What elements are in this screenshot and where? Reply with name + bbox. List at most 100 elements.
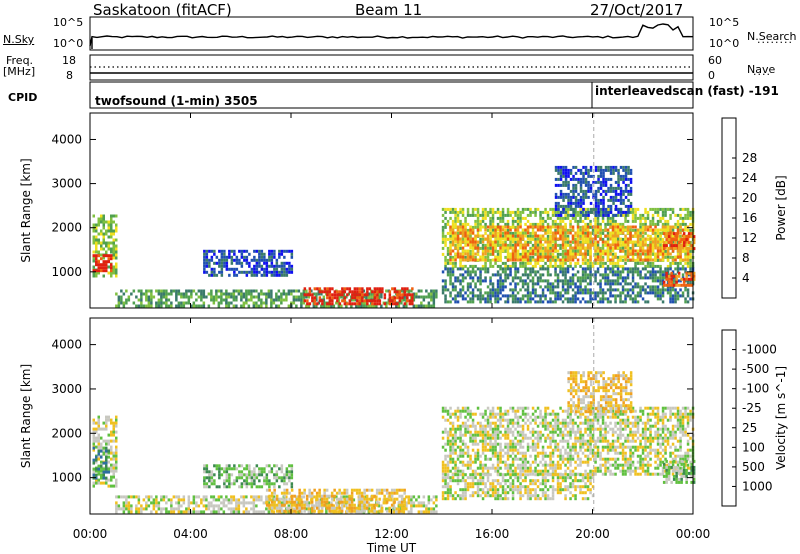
data-cell: [278, 506, 281, 510]
data-cell: [574, 252, 577, 256]
data-cell: [561, 237, 565, 241]
data-cell: [509, 240, 512, 244]
data-cell: [496, 252, 500, 256]
data-cell: [208, 264, 211, 268]
data-cell: [112, 469, 115, 473]
data-cell: [504, 225, 507, 229]
data-cell: [127, 507, 131, 511]
data-cell: [471, 246, 475, 250]
data-cell: [337, 295, 341, 299]
data-cell: [167, 298, 171, 302]
data-cell: [444, 285, 447, 289]
data-cell: [285, 267, 289, 271]
data-cell: [491, 234, 495, 238]
data-cell: [378, 290, 382, 294]
data-cell: [322, 295, 326, 299]
data-cell: [328, 287, 332, 291]
data-cell: [260, 267, 264, 271]
data-cell: [636, 273, 640, 277]
data-cell: [407, 495, 411, 499]
data-cell: [449, 276, 452, 280]
data-cell: [486, 294, 490, 298]
data-cell: [619, 255, 622, 259]
data-cell: [656, 234, 660, 238]
data-cell: [343, 302, 347, 306]
data-cell: [210, 510, 213, 514]
data-cell: [534, 240, 537, 244]
data-cell: [444, 294, 447, 298]
data-cell: [636, 252, 640, 256]
data-cell: [682, 244, 686, 248]
data-cell: [491, 291, 495, 295]
data-cell: [579, 210, 583, 214]
data-cell: [569, 300, 572, 304]
data-cell: [486, 258, 490, 262]
data-cell: [594, 207, 598, 211]
data-cell: [656, 270, 660, 274]
data-cell: [501, 213, 505, 217]
data-cell: [282, 298, 286, 302]
data-cell: [491, 288, 495, 292]
data-cell: [456, 240, 460, 244]
data-cell: [92, 427, 95, 431]
data-cell: [420, 501, 423, 505]
data-cell: [664, 255, 667, 259]
data-cell: [614, 228, 617, 232]
data-cell: [677, 274, 681, 278]
data-cell: [494, 288, 497, 292]
data-cell: [479, 267, 482, 271]
data-cell: [629, 249, 632, 253]
data-cell: [581, 243, 585, 247]
data-cell: [579, 216, 582, 220]
data-cell: [544, 294, 547, 298]
data-cell: [110, 430, 113, 434]
data-cell: [629, 201, 633, 205]
data-cell: [432, 295, 436, 299]
data-cell: [604, 276, 607, 280]
data-cell: [661, 228, 665, 232]
data-cell: [92, 442, 95, 446]
data-cell: [589, 300, 592, 304]
data-cell: [235, 498, 238, 502]
data-cell: [531, 258, 535, 262]
data-cell: [579, 183, 583, 187]
data-cell: [476, 267, 480, 271]
data-cell: [501, 237, 505, 241]
data-cell: [659, 279, 662, 283]
data-cell: [602, 171, 605, 175]
data-cell: [576, 222, 580, 226]
data-cell: [689, 228, 692, 232]
data-cell: [97, 469, 100, 473]
data-cell: [531, 264, 535, 268]
data-cell: [222, 510, 226, 514]
data-cell: [684, 207, 687, 211]
data-cell: [646, 285, 650, 289]
data-cell: [634, 231, 637, 235]
data-cell: [95, 226, 98, 230]
data-cell: [227, 295, 231, 299]
data-cell: [544, 210, 547, 214]
data-cell: [496, 243, 500, 247]
data-cell: [631, 270, 635, 274]
data-cell: [614, 204, 618, 208]
data-cell: [594, 255, 597, 259]
data-cell: [526, 231, 530, 235]
data-cell: [227, 498, 231, 502]
data-cell: [499, 285, 502, 289]
data-cell: [516, 210, 520, 214]
data-cell: [223, 261, 226, 265]
data-cell: [519, 279, 522, 283]
data-cell: [270, 500, 274, 504]
data-cell: [607, 189, 610, 193]
data-cell: [142, 498, 146, 502]
data-cell: [117, 495, 121, 499]
data-cell: [554, 246, 557, 250]
data-cell: [589, 186, 593, 190]
data-cell: [671, 207, 675, 211]
data-cell: [604, 252, 607, 256]
data-cell: [675, 238, 678, 242]
data-cell: [471, 288, 475, 292]
data-cell: [285, 249, 289, 253]
data-cell: [594, 273, 597, 277]
data-cell: [616, 261, 620, 265]
